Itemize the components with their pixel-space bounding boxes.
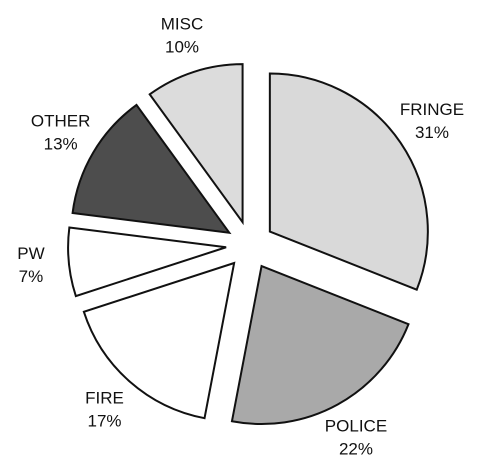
slice-label: FRINGE [400,100,464,119]
pie-slice [148,63,244,226]
pie-slice [268,72,429,291]
pie-slice [82,261,236,420]
slice-label: MISC [161,14,204,33]
slice-value: 31% [415,123,449,142]
pie-slice [230,264,410,426]
slice-label: PW [17,244,44,263]
slice-label: OTHER [31,111,91,130]
slice-value: 17% [87,412,121,431]
slice-value: 10% [165,37,199,56]
slice-value: 7% [19,267,44,286]
slice-value: 22% [339,439,373,458]
pie-slice [67,226,227,298]
slice-label: POLICE [325,416,387,435]
slice-label: FIRE [85,389,124,408]
slice-value: 13% [44,134,78,153]
pie-slice [71,103,232,235]
